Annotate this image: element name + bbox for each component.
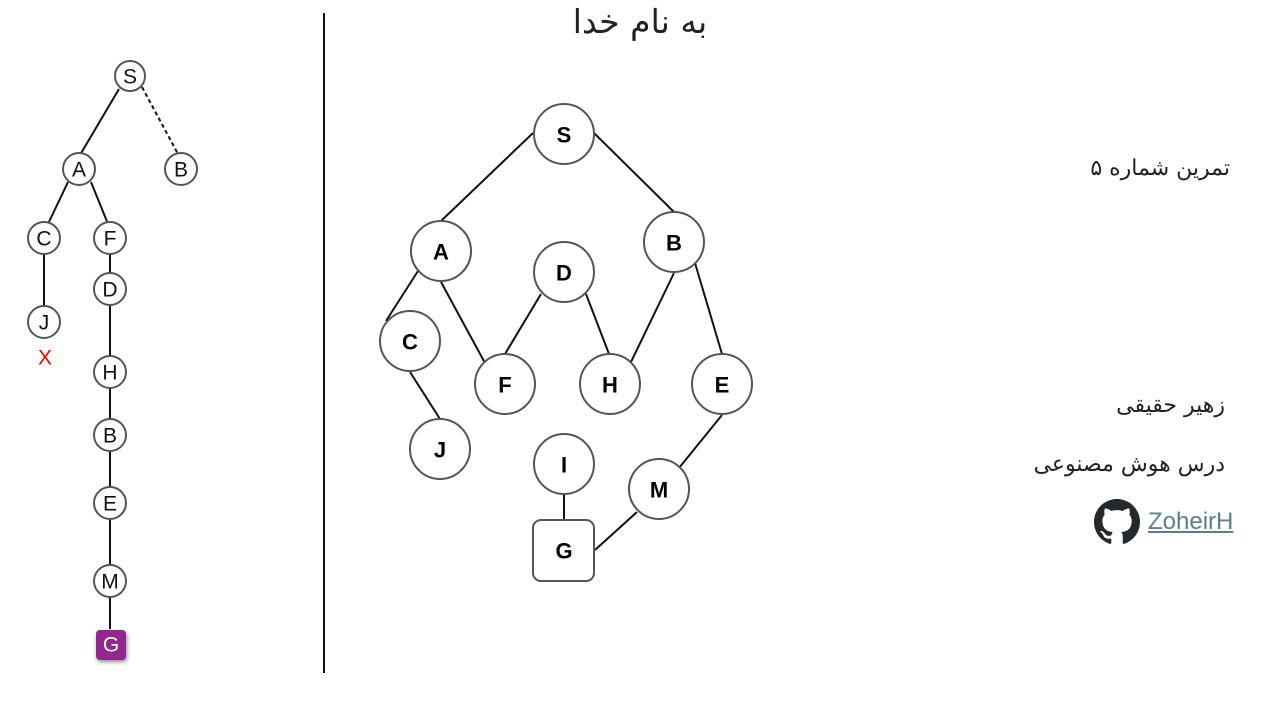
page-title: به نام خدا: [572, 2, 708, 41]
github-icon[interactable]: [1094, 499, 1140, 545]
author-name: زهیر حقیقی: [1116, 393, 1225, 418]
github-username-link[interactable]: ZoheirH: [1148, 508, 1234, 535]
tree-node-h: H: [93, 355, 127, 389]
graph-edge-c-j: [409, 371, 441, 420]
tree-edge-s-b-dashed: [141, 86, 179, 155]
svg-text:I: I: [561, 453, 567, 478]
tree-node-d: D: [93, 272, 127, 306]
tree-node-s: S: [114, 60, 146, 92]
graph-node-h: H: [579, 353, 641, 415]
dead-end-mark: X: [38, 347, 52, 370]
graph-node-j: J: [409, 418, 471, 480]
graph-node-m: M: [628, 458, 690, 520]
course-name: درس هوش مصنوعی: [1033, 452, 1225, 477]
graph-node-s: S: [533, 103, 595, 165]
graph-edge-d-h: [585, 293, 610, 355]
tree-edge-a-f: [90, 181, 109, 225]
tree-node-b: B: [93, 418, 127, 452]
svg-text:G: G: [103, 634, 119, 657]
graph-edge-s-b: [593, 132, 675, 213]
tree-node-g-goal: G: [96, 630, 126, 660]
svg-text:A: A: [72, 159, 86, 182]
graph-node-a: A: [410, 220, 472, 282]
graph-node-i: I: [533, 433, 595, 495]
graph-edge-d-f: [504, 293, 542, 355]
svg-text:F: F: [104, 228, 117, 251]
svg-text:B: B: [174, 159, 188, 182]
svg-text:S: S: [123, 66, 137, 89]
vertical-divider: [323, 13, 325, 673]
tree-node-f: F: [93, 221, 127, 255]
svg-text:J: J: [434, 438, 446, 463]
svg-text:A: A: [433, 240, 449, 265]
graph-node-g-goal: G: [532, 519, 595, 582]
svg-text:C: C: [36, 228, 51, 251]
tree-edge-s-a: [79, 88, 120, 156]
svg-text:E: E: [103, 493, 117, 516]
github-link-group[interactable]: ZoheirH: [1094, 499, 1234, 545]
graph-edge-b-h: [629, 272, 675, 365]
tree-node-m: M: [93, 564, 127, 598]
svg-text:D: D: [556, 261, 572, 286]
graph-node-b: B: [643, 211, 705, 273]
svg-text:M: M: [101, 571, 119, 594]
svg-text:C: C: [402, 330, 418, 355]
problem-graph: S A B D C F H E J I M G: [379, 103, 753, 582]
svg-text:J: J: [39, 312, 50, 335]
graph-edge-b-e: [694, 262, 723, 355]
graph-edge-s-a: [440, 132, 534, 222]
svg-text:B: B: [103, 425, 117, 448]
exercise-label: تمرین شماره ۵: [1090, 156, 1230, 181]
graph-node-c: C: [379, 310, 441, 372]
svg-text:D: D: [102, 279, 117, 302]
svg-text:S: S: [557, 123, 572, 148]
svg-text:M: M: [650, 478, 668, 503]
graph-edge-a-f: [440, 281, 486, 364]
graph-edge-m-g: [594, 511, 638, 551]
graph-edge-a-c: [385, 270, 419, 322]
svg-text:F: F: [498, 373, 511, 398]
tree-edge-a-c: [47, 181, 69, 225]
svg-text:H: H: [102, 362, 117, 385]
tree-node-c: C: [27, 221, 61, 255]
search-tree: S A B C F D J H B E M G X: [27, 60, 198, 660]
tree-node-e: E: [93, 486, 127, 520]
svg-text:G: G: [555, 539, 572, 564]
tree-node-b-pruned: B: [164, 152, 198, 186]
tree-node-a: A: [62, 152, 96, 186]
graph-edge-e-m: [678, 414, 723, 469]
graph-node-e: E: [691, 353, 753, 415]
graph-node-d: D: [533, 241, 595, 303]
svg-text:E: E: [715, 373, 730, 398]
svg-text:H: H: [602, 373, 618, 398]
tree-node-j: J: [27, 305, 61, 339]
graph-node-f: F: [474, 353, 536, 415]
svg-text:B: B: [666, 231, 682, 256]
